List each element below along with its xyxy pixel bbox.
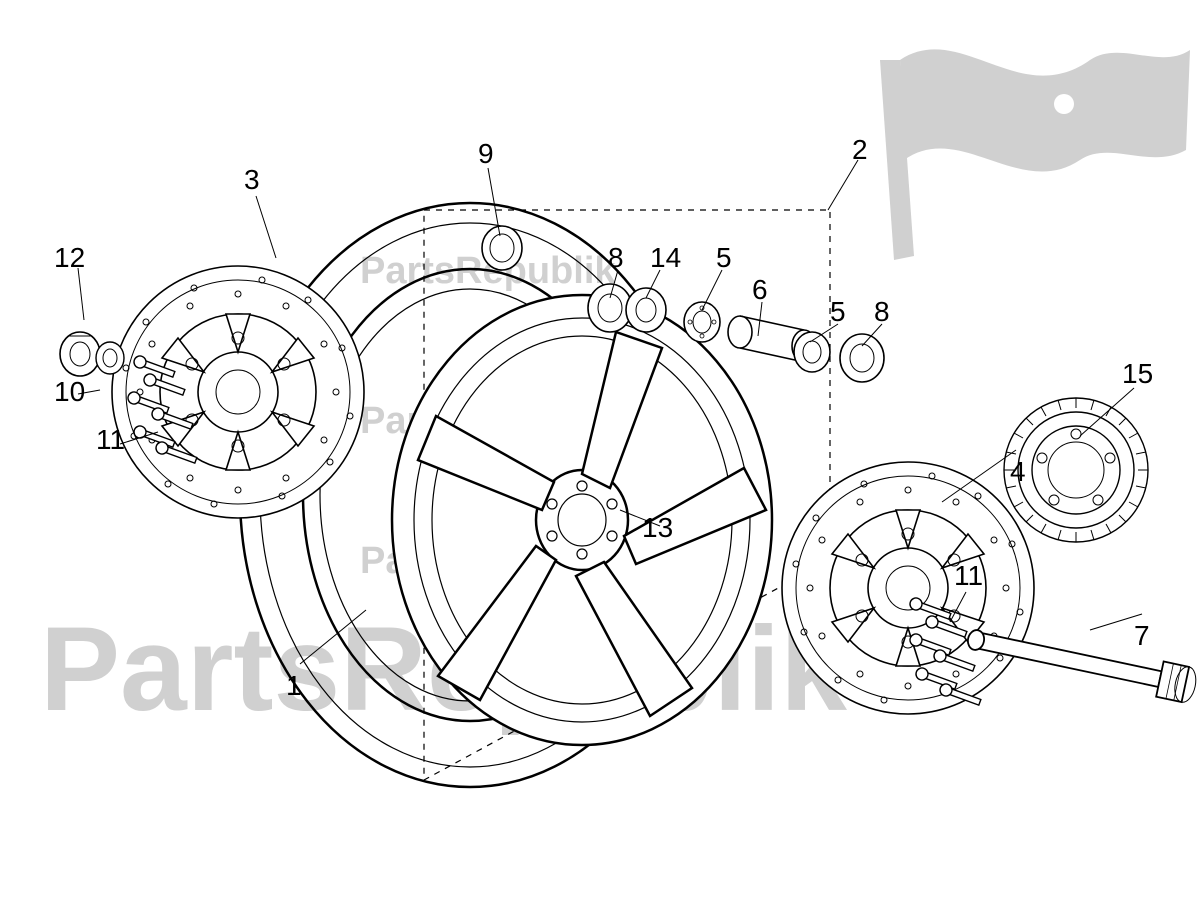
- washer-12: [96, 342, 124, 374]
- callout-5a: 5: [716, 242, 732, 274]
- abs-tone-ring: [1004, 398, 1148, 542]
- seal-14: [626, 288, 666, 332]
- callout-3: 3: [244, 164, 260, 196]
- callout-7: 7: [1134, 620, 1150, 652]
- callout-13: 13: [642, 512, 673, 544]
- seal-8b: [840, 334, 884, 382]
- callout-5b: 5: [830, 296, 846, 328]
- callout-8b: 8: [874, 296, 890, 328]
- watermark-flag-icon: [880, 49, 1190, 260]
- callout-15: 15: [1122, 358, 1153, 390]
- wheel-rim: [392, 295, 772, 745]
- brake-disc-left: [112, 266, 364, 518]
- exploded-diagram-svg: [0, 0, 1204, 903]
- callout-8a: 8: [608, 242, 624, 274]
- seal-9: [482, 226, 522, 270]
- brake-disc-right: [782, 462, 1034, 714]
- callout-12: 12: [54, 242, 85, 274]
- callout-11a: 11: [96, 424, 125, 456]
- callout-4: 4: [1010, 456, 1026, 488]
- diagram-stage: PartsRepublik PartsRepublik PartsRepubli…: [0, 0, 1204, 903]
- bearing-5b: [794, 332, 830, 372]
- axle-nut-10: [60, 332, 100, 376]
- bearing-5a: [684, 302, 720, 342]
- callout-2: 2: [852, 134, 868, 166]
- callout-1: 1: [286, 670, 302, 702]
- callout-6: 6: [752, 274, 768, 306]
- callout-11b: 11: [954, 560, 983, 592]
- callout-14: 14: [650, 242, 681, 274]
- callout-9: 9: [478, 138, 494, 170]
- callout-10: 10: [54, 376, 85, 408]
